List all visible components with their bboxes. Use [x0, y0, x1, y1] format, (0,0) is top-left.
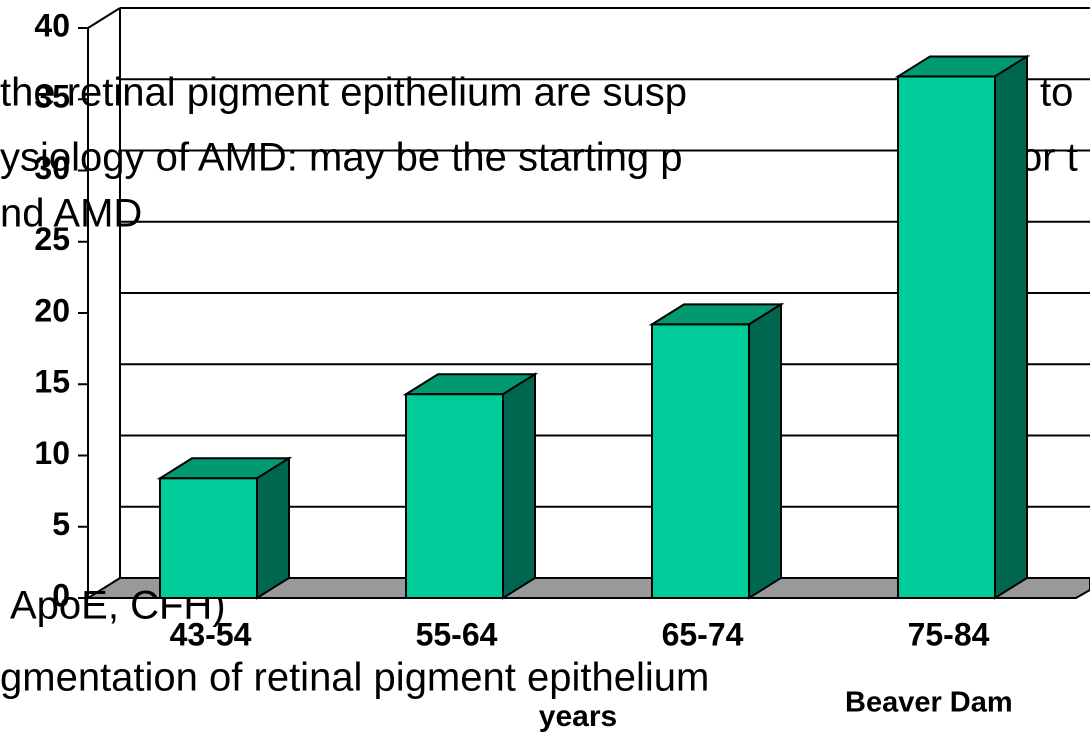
bar: [897, 75, 996, 599]
x-tick-label: 55-64: [416, 616, 498, 652]
y-tick-label: 35: [34, 79, 70, 115]
annotation: the retinal pigment epithelium are susp: [0, 71, 687, 115]
bar: [405, 393, 504, 599]
bar-side: [502, 372, 536, 600]
bar-side: [256, 456, 290, 600]
x-tick-label: 75-84: [908, 616, 990, 652]
y-tick-label: 10: [34, 435, 70, 471]
annotation: or t: [1020, 136, 1078, 180]
x-tick-label: 65-74: [662, 616, 744, 652]
x-tick-label: 43-54: [170, 616, 252, 652]
y-tick-label: 5: [52, 506, 70, 542]
y-tick-label: 30: [34, 150, 70, 186]
y-tick-label: 20: [34, 292, 70, 328]
y-tick-label: 0: [52, 577, 70, 613]
bar-side: [994, 54, 1028, 600]
annotation: gmentation of retinal pigment epithelium: [0, 656, 709, 700]
y-tick-label: 15: [34, 364, 70, 400]
bar: [651, 323, 750, 599]
bar: [159, 477, 258, 599]
x-axis-label: years: [539, 700, 617, 733]
annotation: nd AMD: [0, 192, 142, 236]
y-tick-label: 40: [34, 7, 70, 43]
bar-side: [748, 302, 782, 600]
y-tick-label: 25: [34, 221, 70, 257]
top-edge: [87, 7, 121, 29]
source: Beaver Dam: [845, 687, 1013, 719]
annotation: l to: [1020, 71, 1073, 115]
annotation: ysiology of AMD: may be the starting p: [0, 136, 683, 180]
